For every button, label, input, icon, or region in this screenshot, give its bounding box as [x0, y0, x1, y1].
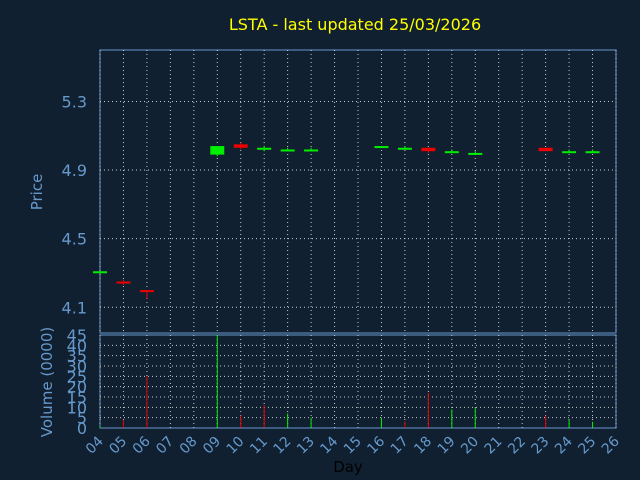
- candle-body: [139, 290, 154, 293]
- candle-body: [562, 151, 577, 154]
- chart-title: LSTA - last updated 25/03/2026: [229, 15, 481, 34]
- volume-tick-label: 30: [67, 357, 87, 376]
- price-axis-label: Price: [28, 174, 46, 211]
- volume-tick-label: 10: [67, 398, 87, 417]
- price-tick-label: 5.3: [62, 92, 87, 111]
- volume-tick-label: 45: [67, 326, 87, 345]
- candle-body: [93, 271, 107, 274]
- volume-tick-label: 15: [67, 388, 87, 407]
- volume-tick-label: 20: [67, 378, 87, 397]
- candle-body: [397, 147, 412, 150]
- price-panel: 4.1 4.5 4.9 5.3: [62, 49, 617, 334]
- candle-body: [585, 151, 600, 154]
- volume-tick-label: 5: [77, 409, 87, 428]
- candle-body: [538, 147, 553, 152]
- volume-axis-label: Volume (0000): [38, 327, 56, 437]
- candle-body: [304, 149, 319, 152]
- volume-tick-label: 40: [67, 336, 87, 355]
- candle-body: [444, 151, 459, 154]
- price-tick-label: 4.5: [62, 230, 87, 249]
- volume-tick-label: 35: [67, 347, 87, 366]
- x-axis: 04 05 06 07 08 09 10 11 12 13 14 15 16 17 18 19 20 21 22 23…: [83, 433, 623, 457]
- x-axis-label: Day: [333, 458, 363, 476]
- candle-body: [280, 149, 295, 152]
- price-tick-label: 4.1: [62, 298, 87, 317]
- candle-body: [233, 144, 248, 148]
- volume-tick-label: 25: [67, 367, 87, 386]
- candle-body: [374, 146, 389, 149]
- candle-body: [468, 152, 483, 155]
- candle-body: [210, 146, 225, 155]
- volume-tick-label: 0: [77, 419, 87, 438]
- candle-body: [257, 147, 272, 150]
- candle-body: [116, 281, 131, 284]
- candle-body: [421, 147, 436, 152]
- price-tick-label: 4.9: [62, 161, 87, 180]
